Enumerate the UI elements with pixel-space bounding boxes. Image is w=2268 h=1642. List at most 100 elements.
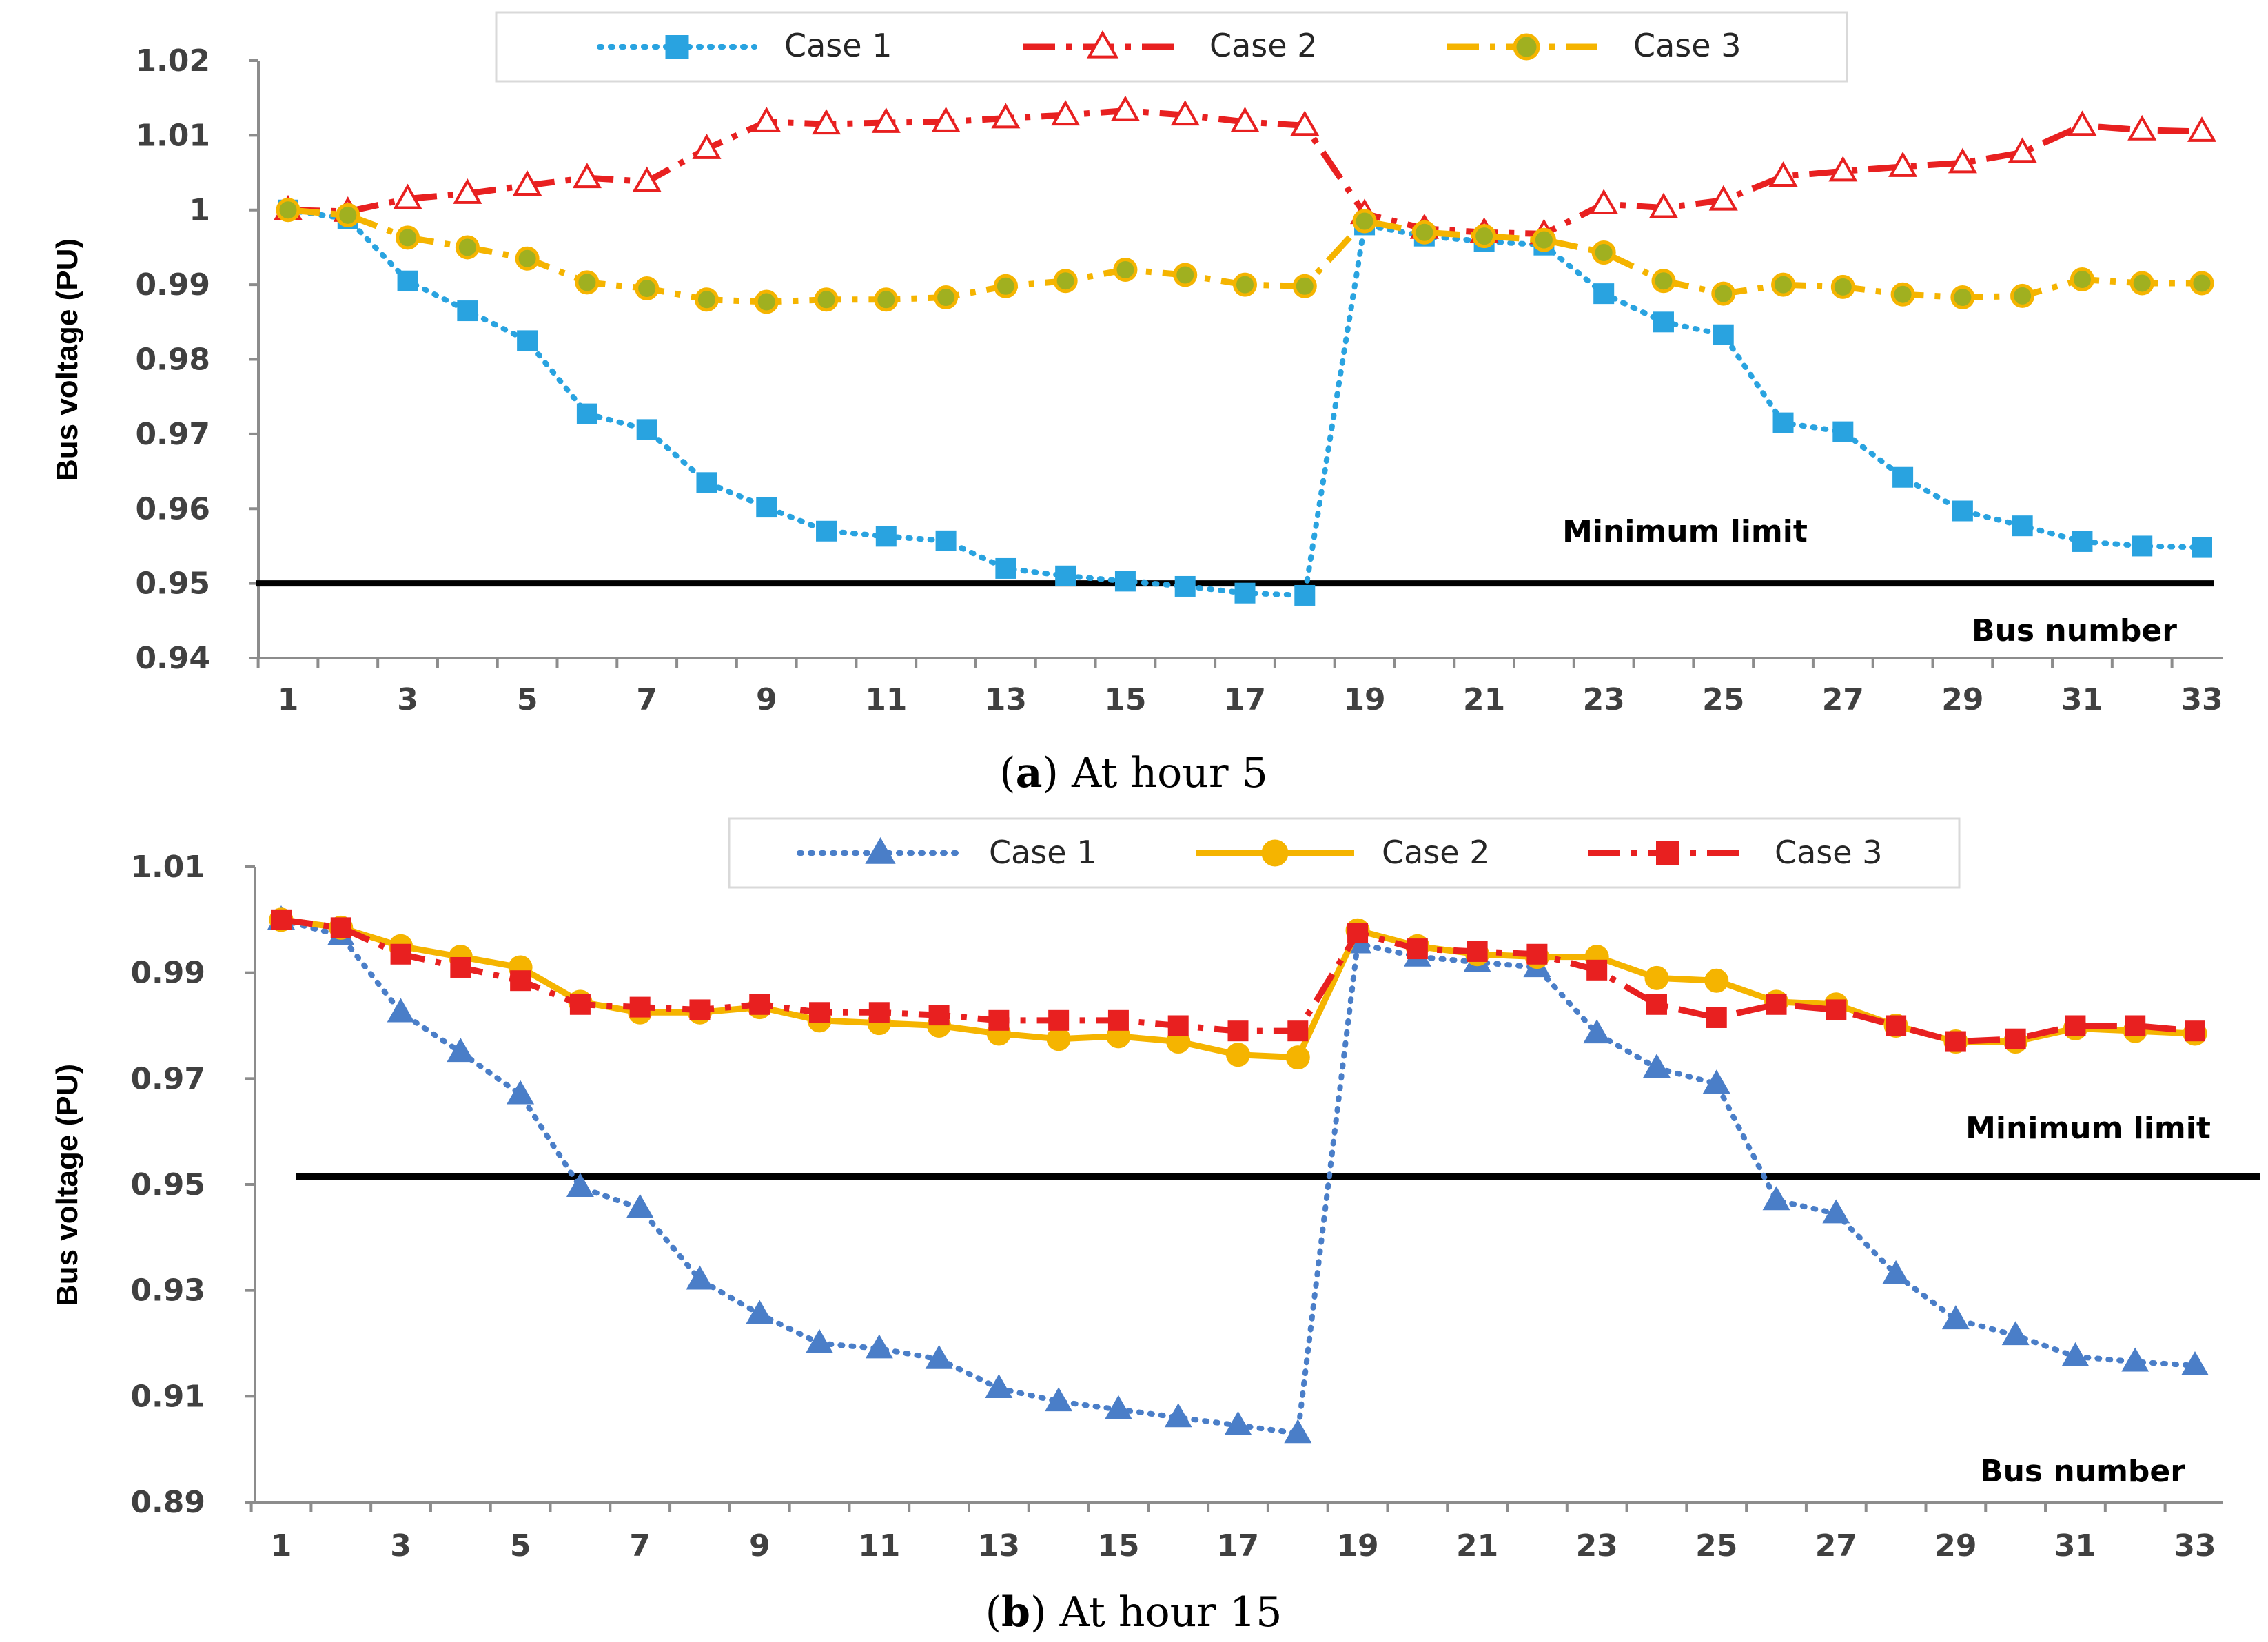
panel-a-series [273, 95, 2217, 606]
panel-a-point-case-1 [2192, 537, 2212, 558]
panel-b-series [267, 905, 2209, 1444]
panel-a-point-case-1 [756, 497, 777, 518]
panel-b-y-tick-label: 0.91 [130, 1379, 205, 1414]
panel-b-x-tick-label: 17 [1217, 1528, 1259, 1563]
panel-b-point-case-3 [1287, 1020, 1309, 1042]
panel-b-point-case-3 [1526, 943, 1548, 965]
panel-b-point-case-3 [1467, 941, 1488, 962]
panel-a-point-case-1 [576, 403, 597, 424]
panel-a-point-case-2 [1110, 95, 1140, 121]
panel-a-legend-label-case-1: Case 1 [784, 27, 892, 64]
panel-b-point-case-3 [749, 994, 770, 1015]
panel-a-point-case-3 [1113, 257, 1138, 282]
panel-a-legend-label-case-3: Case 3 [1633, 27, 1741, 64]
panel-b-y-label: Bus voltage (PU) [50, 1064, 84, 1306]
panel-b-legend-marker-case-2 [1261, 839, 1289, 867]
panel-a-point-case-1 [1653, 311, 1674, 333]
panel-b-point-case-1 [1822, 1199, 1850, 1224]
panel-b-point-case-2 [1644, 965, 1669, 990]
panel-a-point-case-2 [2008, 137, 2037, 163]
panel-a-y-ticks: 0.94 0.95 0.96 0.97 0.98 0.99 1 1.01 1.02 [135, 43, 258, 676]
panel-a-point-case-3 [635, 276, 660, 301]
panel-a-x-tick-label: 23 [1583, 682, 1625, 717]
panel-a-point-case-3 [1890, 282, 1915, 307]
panel-a-point-case-2 [1051, 100, 1081, 126]
panel-b-point-case-1 [507, 1080, 535, 1105]
panel-b-point-case-1 [1224, 1410, 1252, 1435]
panel-a-point-case-3 [1651, 269, 1676, 294]
panel-a-point-case-1 [995, 557, 1016, 579]
panel-b-point-case-3 [510, 970, 531, 992]
panel-b-x-tick-label: 13 [978, 1528, 1020, 1563]
panel-b-point-case-1 [1583, 1019, 1611, 1044]
panel-a-y-tick-label: 0.96 [135, 491, 210, 526]
panel-a-point-case-3 [2129, 271, 2154, 296]
panel-b-point-case-3 [689, 999, 711, 1020]
panel-a-point-case-1 [457, 300, 478, 322]
panel-a-x-tick-label: 13 [985, 682, 1027, 717]
panel-a-point-case-1 [636, 419, 657, 440]
panel-a-point-case-2 [1589, 189, 1619, 215]
panel-a-x-tick-label: 1 [278, 682, 299, 717]
panel-a-point-case-1 [1114, 571, 1136, 592]
panel-b-point-case-1 [626, 1193, 654, 1218]
panel-a-point-case-2 [1290, 110, 1320, 136]
panel-b-point-case-1 [985, 1374, 1013, 1398]
panel-a-point-case-2 [871, 107, 901, 133]
panel-a-point-case-1 [935, 530, 957, 551]
panel-b-point-case-1 [2181, 1351, 2209, 1375]
panel-b-caption-text: At hour 15 [1059, 1588, 1282, 1636]
panel-b-legend-entries [797, 837, 1747, 867]
panel-b-x-tick-label: 1 [271, 1528, 292, 1563]
panel-b-point-case-1 [1702, 1069, 1730, 1094]
panel-a-point-case-1 [1174, 575, 1196, 597]
panel-a-point-case-3 [1950, 285, 1975, 310]
panel-a-point-case-3 [874, 287, 899, 312]
panel-a-point-case-1 [2132, 535, 2153, 557]
panel-a-x-tick-label: 25 [1702, 682, 1744, 717]
panel-b-point-case-3 [2005, 1028, 2026, 1049]
panel-a-y-tick-label: 0.95 [135, 566, 210, 602]
panel-a-x-tick-label: 3 [397, 682, 418, 717]
panel-b-x-tick-label: 27 [1815, 1528, 1857, 1563]
panel-b-point-case-3 [988, 1009, 1010, 1031]
panel-b-point-case-3 [1227, 1020, 1249, 1042]
panel-b-point-case-3 [2125, 1015, 2146, 1036]
panel-a-point-case-1 [1055, 565, 1076, 586]
panel-a-point-case-2 [1948, 147, 1977, 174]
panel-b-point-case-1 [925, 1344, 953, 1369]
panel-b-point-case-3 [1826, 999, 1847, 1020]
panel-b-y-tick-label: 0.93 [130, 1273, 205, 1309]
panel-b-point-case-3 [1048, 1009, 1070, 1031]
panel-a-point-case-1 [397, 270, 418, 291]
panel-a-x-tick-label: 17 [1224, 682, 1266, 717]
panel-b-point-case-1 [686, 1265, 714, 1290]
panel-a-x-tick-label: 9 [756, 682, 777, 717]
panel-a-point-case-1 [2012, 515, 2033, 537]
panel-a-y-tick-label: 0.98 [135, 342, 210, 378]
panel-a-point-case-1 [2072, 531, 2093, 552]
panel-b: 0.890.910.930.950.970.991.01 1 3 5 7 9 11 13 15… [50, 817, 2260, 1636]
panel-a-point-case-2 [752, 106, 781, 132]
panel-b-point-case-1 [566, 1173, 594, 1197]
panel-b-point-case-1 [447, 1038, 475, 1063]
panel-a-y-tick-label: 1 [189, 193, 210, 228]
panel-a-point-case-2 [1708, 185, 1738, 211]
panel-a-y-label: Bus voltage (PU) [50, 238, 84, 481]
panel-b-y-tick-label: 0.99 [130, 956, 205, 991]
panel-a-x-tick-label: 15 [1104, 682, 1146, 717]
panel-a-point-case-1 [1593, 283, 1615, 305]
panel-b-point-case-3 [2065, 1015, 2086, 1036]
panel-b-x-ticks: 1 3 5 7 9 11 13 15 17 19 21 23 25 27 29 31 33 [249, 1502, 2216, 1563]
panel-a-point-case-2 [2127, 114, 2157, 141]
panel-a-legend-marker-case-1 [665, 35, 689, 59]
panel-a-point-case-2 [811, 109, 841, 135]
panel-a-point-case-2 [1170, 100, 1200, 126]
panel-b-x-tick-label: 25 [1695, 1528, 1737, 1563]
panel-b-y-tick-label: 1.01 [130, 850, 205, 885]
panel-b-point-case-3 [1107, 1009, 1129, 1031]
panel-a-point-case-3 [396, 225, 420, 250]
panel-b-point-case-3 [271, 909, 292, 930]
panel-a-point-case-3 [1830, 274, 1855, 299]
